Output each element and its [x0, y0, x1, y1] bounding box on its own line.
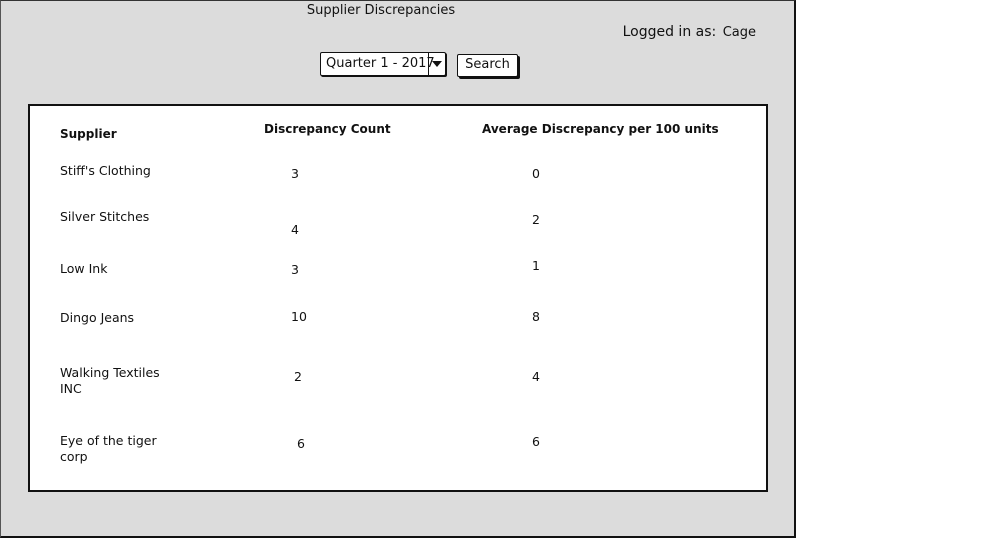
login-username: Cage	[722, 25, 756, 40]
column-header-discrepancy-count: Discrepancy Count	[264, 122, 391, 136]
discrepancy-count: 3	[291, 262, 299, 277]
average-discrepancy: 2	[532, 212, 540, 227]
search-button[interactable]: Search	[457, 54, 518, 77]
supplier-name: Walking Textiles INC	[60, 365, 160, 396]
dropdown-toggle[interactable]	[428, 53, 445, 75]
login-prefix: Logged in as:	[622, 24, 717, 40]
page-title: Supplier Discrepancies	[306, 3, 456, 18]
login-status: Logged in as: Cage	[623, 24, 756, 40]
supplier-name: Low Ink	[60, 261, 108, 276]
average-discrepancy: 4	[532, 369, 540, 384]
quarter-select[interactable]: Quarter 1 - 2017	[320, 52, 446, 76]
average-discrepancy: 8	[532, 309, 540, 324]
column-header-average-discrepancy: Average Discrepancy per 100 units	[482, 122, 719, 136]
supplier-name: Dingo Jeans	[60, 310, 135, 325]
results-table: Supplier Discrepancy Count Average Discr…	[28, 104, 768, 492]
discrepancy-count: 10	[291, 309, 307, 324]
column-header-supplier: Supplier	[60, 127, 117, 141]
discrepancy-count: 2	[294, 369, 302, 384]
supplier-name: Stiff's Clothing	[60, 163, 151, 178]
discrepancy-count: 6	[297, 436, 305, 451]
supplier-name: Silver Stitches	[60, 209, 150, 224]
average-discrepancy: 0	[532, 166, 540, 181]
discrepancy-count: 3	[291, 166, 299, 181]
discrepancy-count: 4	[291, 222, 299, 237]
supplier-name: Eye of the tiger corp	[60, 433, 157, 464]
app-window: Supplier Discrepancies Logged in as: Cag…	[0, 0, 796, 538]
chevron-down-icon	[432, 61, 442, 67]
average-discrepancy: 1	[532, 258, 540, 273]
quarter-select-value: Quarter 1 - 2017	[326, 56, 435, 71]
average-discrepancy: 6	[532, 434, 540, 449]
